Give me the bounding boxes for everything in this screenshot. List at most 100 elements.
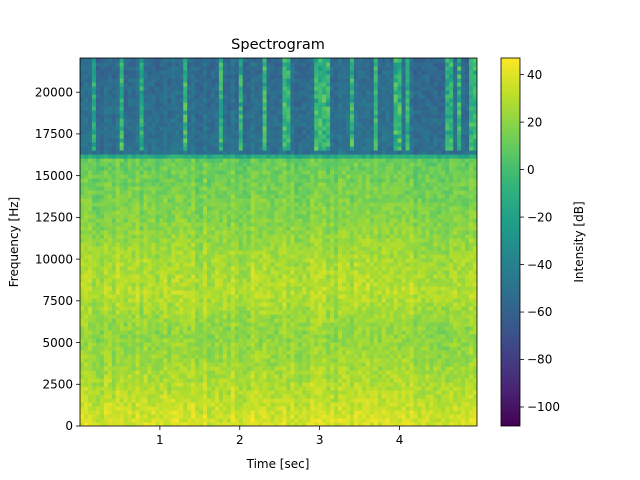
heatmap-cell	[246, 238, 252, 243]
heatmap-cell	[274, 274, 280, 279]
heatmap-cell	[147, 238, 153, 243]
heatmap-cell	[111, 378, 117, 383]
heatmap-cell	[294, 370, 299, 375]
heatmap-cell	[95, 262, 101, 267]
heatmap-cell	[211, 390, 216, 395]
heatmap-cell	[266, 318, 272, 323]
heatmap-cell	[103, 302, 109, 307]
heatmap-cell	[179, 238, 184, 243]
heatmap-cell	[131, 130, 137, 135]
heatmap-cell	[218, 210, 224, 215]
heatmap-cell	[127, 226, 133, 231]
heatmap-cell	[103, 158, 109, 163]
heatmap-cell	[123, 406, 129, 411]
heatmap-cell	[179, 198, 184, 203]
heatmap-cell	[87, 186, 93, 191]
heatmap-cell	[155, 274, 160, 279]
heatmap-cell	[147, 398, 153, 403]
heatmap-cell	[195, 338, 200, 343]
heatmap-cell	[222, 102, 228, 107]
heatmap-cell	[199, 366, 204, 371]
heatmap-cell	[115, 150, 121, 155]
heatmap-cell	[127, 410, 133, 415]
heatmap-cell	[147, 246, 153, 251]
heatmap-cell	[199, 334, 204, 339]
heatmap-cell	[175, 90, 180, 95]
heatmap-cell	[87, 274, 93, 279]
heatmap-cell	[218, 134, 224, 139]
heatmap-cell	[218, 410, 224, 415]
heatmap-cell	[80, 166, 85, 171]
heatmap-cell	[250, 226, 256, 231]
heatmap-cell	[262, 334, 268, 339]
heatmap-cell	[278, 366, 284, 371]
heatmap-cell	[83, 206, 89, 211]
chart-title: Spectrogram	[231, 37, 325, 53]
heatmap-cell	[238, 378, 244, 383]
heatmap-cell	[87, 406, 93, 411]
heatmap-cell	[195, 234, 200, 239]
heatmap-cell	[286, 206, 292, 211]
heatmap-cell	[143, 374, 149, 379]
heatmap-cell	[294, 398, 299, 403]
heatmap-cell	[270, 110, 276, 115]
heatmap-cell	[155, 378, 160, 383]
heatmap-cell	[274, 58, 280, 63]
heatmap-cell	[242, 346, 248, 351]
heatmap-cell	[123, 294, 129, 299]
heatmap-cell	[187, 346, 192, 351]
heatmap-cell	[266, 186, 272, 191]
heatmap-cell	[222, 62, 228, 67]
heatmap-cell	[107, 190, 113, 195]
heatmap-cell	[242, 126, 248, 131]
heatmap-cell	[211, 378, 216, 383]
heatmap-cell	[218, 374, 224, 379]
heatmap-cell	[95, 366, 101, 371]
heatmap-cell	[218, 110, 224, 115]
heatmap-cell	[246, 106, 252, 111]
heatmap-cell	[159, 406, 164, 411]
heatmap-cell	[119, 166, 125, 171]
heatmap-cell	[131, 274, 137, 279]
heatmap-cell	[207, 142, 212, 147]
heatmap-cell	[131, 94, 137, 99]
heatmap-cell	[99, 154, 105, 159]
heatmap-cell	[230, 334, 236, 339]
heatmap-cell	[238, 290, 244, 295]
heatmap-cell	[175, 382, 180, 387]
heatmap-cell	[266, 246, 272, 251]
heatmap-cell	[199, 362, 204, 367]
heatmap-cell	[127, 402, 133, 407]
heatmap-cell	[211, 146, 216, 151]
heatmap-cell	[254, 354, 260, 359]
heatmap-cell	[183, 286, 188, 291]
heatmap-cell	[278, 358, 284, 363]
heatmap-cell	[175, 234, 180, 239]
heatmap-cell	[199, 90, 204, 95]
heatmap-cell	[139, 90, 145, 95]
heatmap-cell	[282, 70, 288, 75]
heatmap-cell	[107, 250, 113, 255]
heatmap-cell	[103, 262, 109, 267]
heatmap-cell	[115, 134, 121, 139]
heatmap-cell	[111, 138, 117, 143]
heatmap-cell	[258, 130, 264, 135]
heatmap-cell	[127, 218, 133, 223]
heatmap-cell	[266, 350, 272, 355]
heatmap-cell	[119, 82, 125, 87]
heatmap-cell	[127, 262, 133, 267]
heatmap-cell	[123, 130, 129, 135]
heatmap-cell	[270, 330, 276, 335]
heatmap-cell	[230, 82, 236, 87]
heatmap-cell	[107, 210, 113, 215]
heatmap-cell	[135, 422, 141, 426]
heatmap-cell	[262, 302, 268, 307]
heatmap-cell	[242, 334, 248, 339]
heatmap-cell	[290, 162, 295, 167]
heatmap-cell	[250, 194, 256, 199]
heatmap-cell	[274, 190, 280, 195]
heatmap-cell	[95, 142, 101, 147]
heatmap-cell	[175, 174, 180, 179]
heatmap-cell	[135, 154, 141, 159]
heatmap-cell	[111, 94, 117, 99]
